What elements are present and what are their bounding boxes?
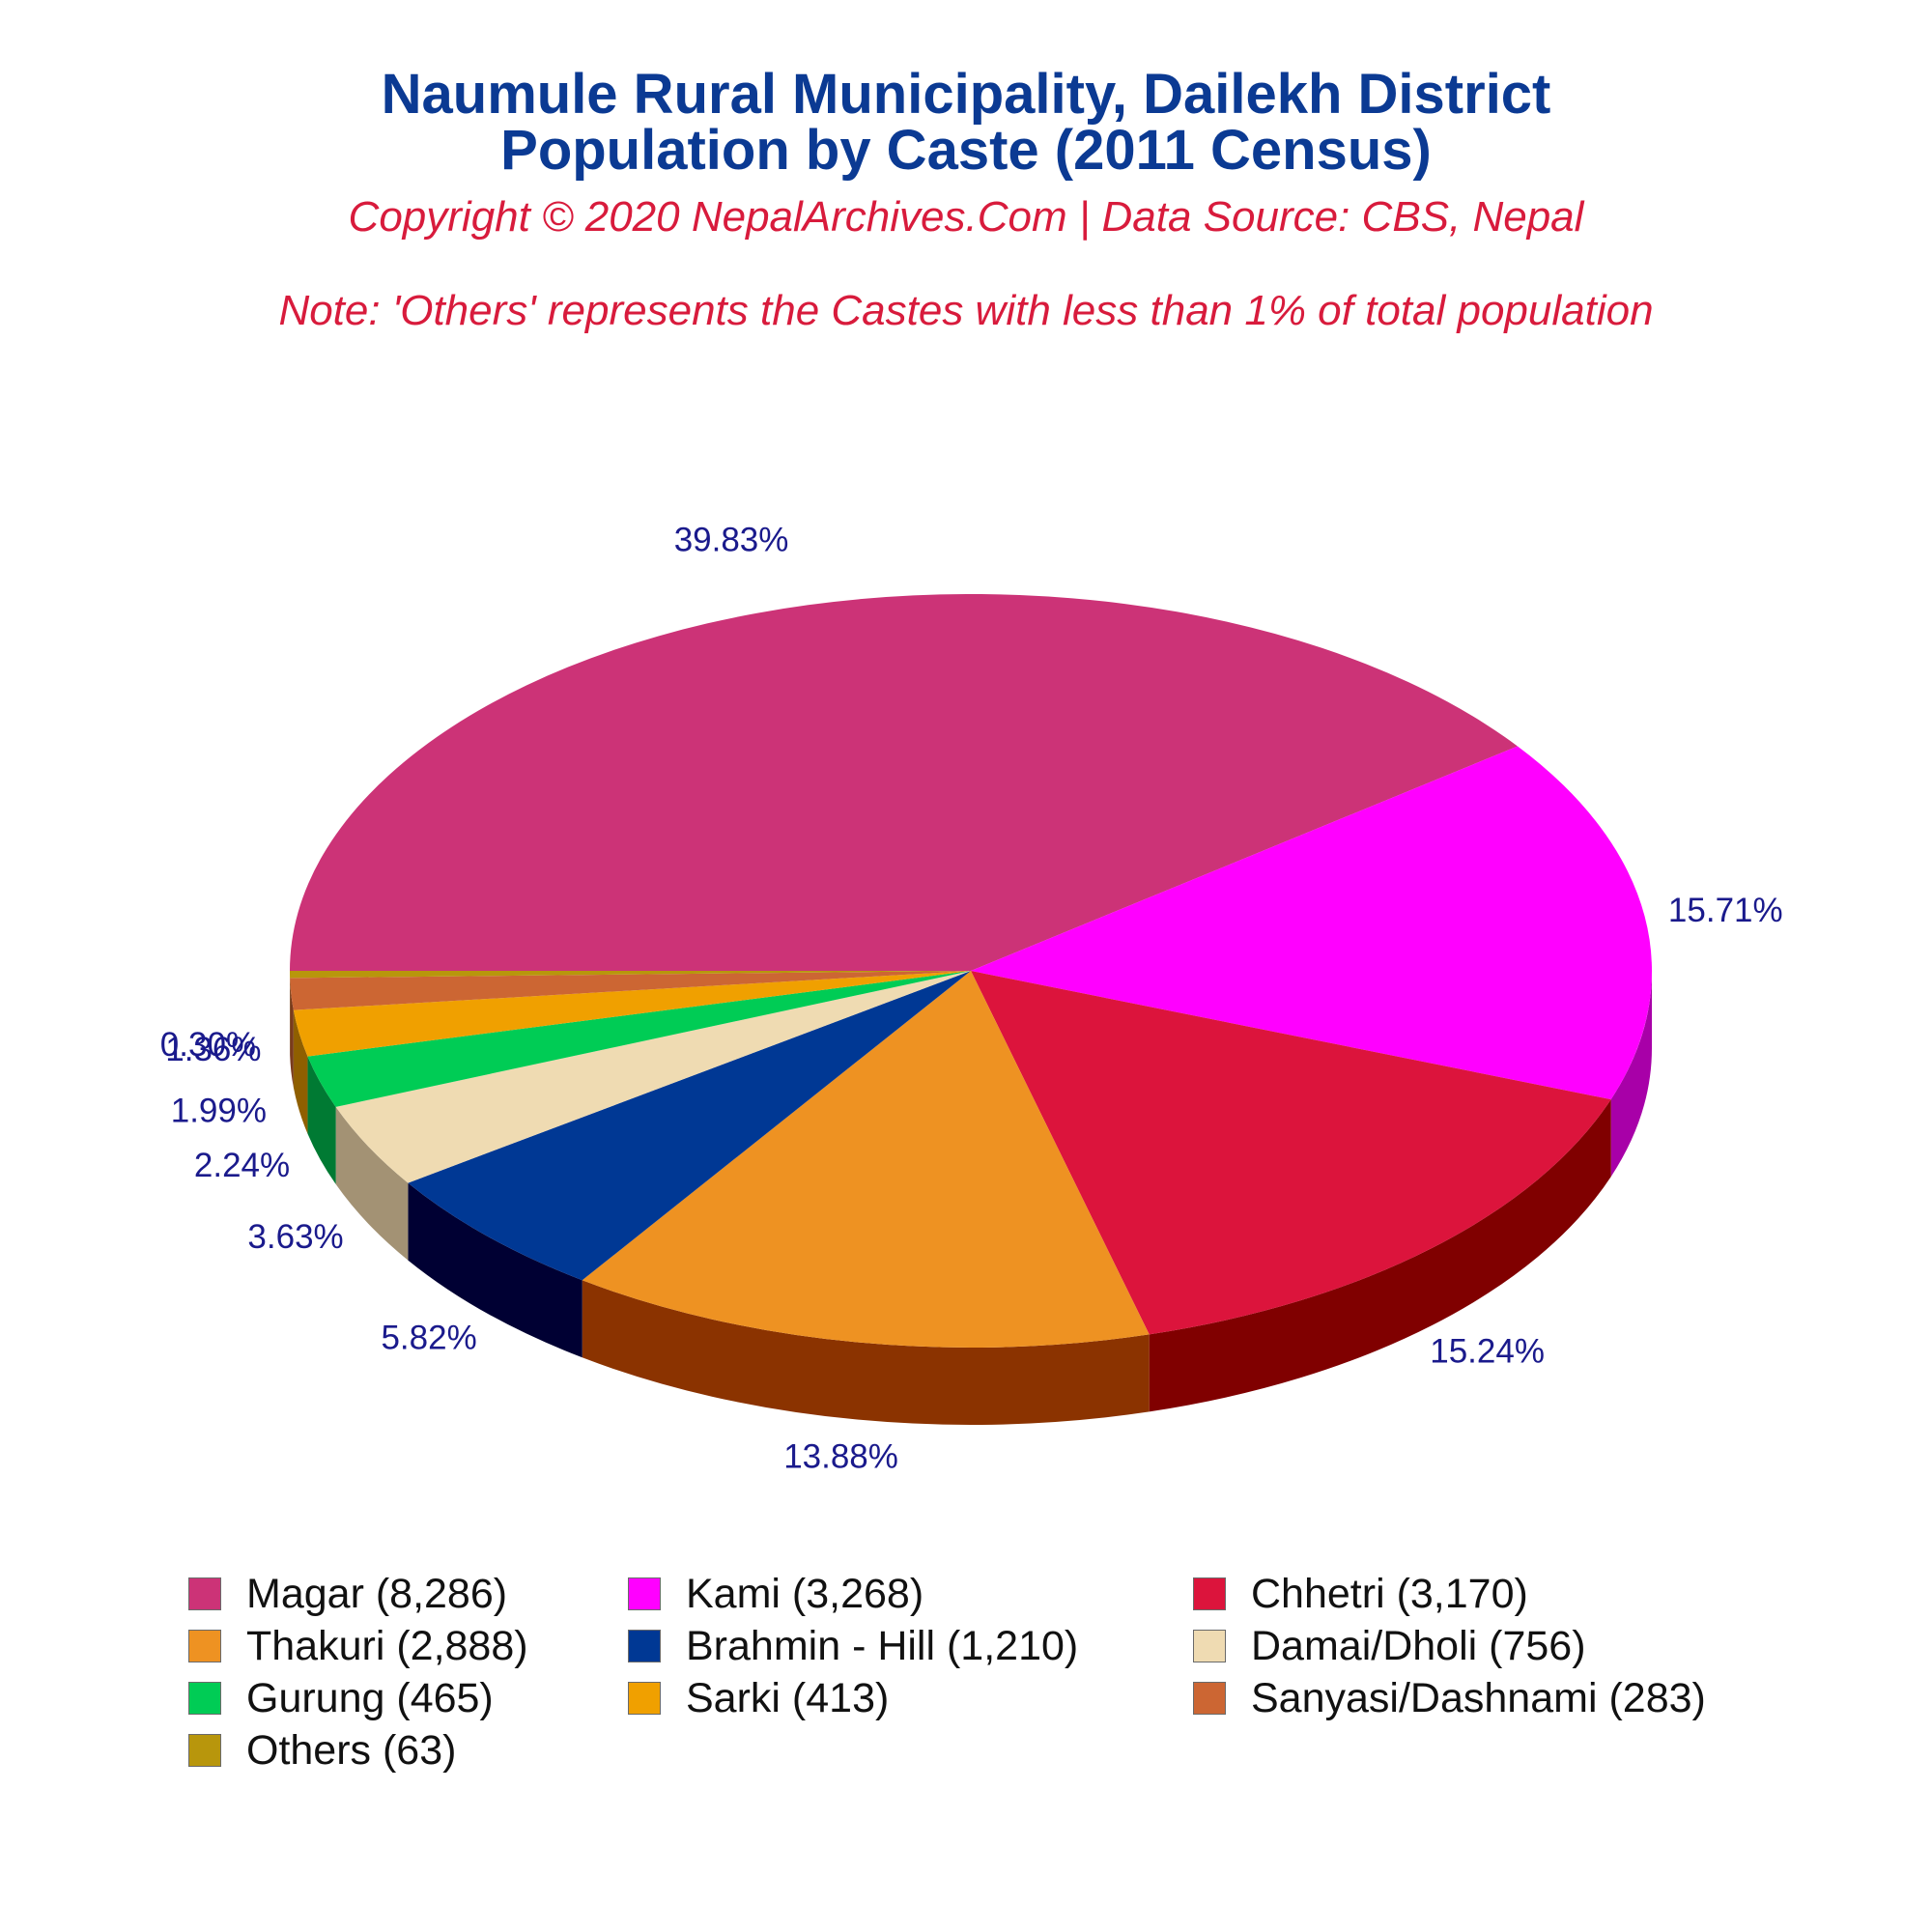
pie-label-others: 0.30% [160,1026,256,1064]
legend-swatch [188,1682,221,1715]
pie-side-chhetri [1149,1099,1611,1412]
legend-swatch [628,1682,661,1715]
pie-label-damai-dholi: 3.63% [247,1218,343,1256]
note-text: Note: 'Others' represents the Castes wit… [278,287,1654,334]
pie-label-chhetri: 15.24% [1430,1332,1545,1370]
pie-label-brahmin-hill: 5.82% [381,1319,476,1356]
pie-slice-sanyasi-dashnami [290,971,971,1010]
pie-label-thakuri: 13.88% [783,1437,898,1475]
pie-label-gurung: 2.24% [194,1147,290,1184]
pie-slice-kami [971,746,1652,1100]
legend-label: Sanyasi/Dashnami (283) [1251,1674,1706,1721]
legend-swatch [1193,1682,1226,1715]
legend-swatch [628,1630,661,1662]
legend-item-sanyasi-dashnami: Sanyasi/Dashnami (283) [1193,1674,1706,1722]
pie-slice-sarki [293,971,971,1057]
legend-label: Brahmin - Hill (1,210) [686,1622,1079,1669]
pie-slice-thakuri [582,971,1150,1349]
pie-side-thakuri [582,1280,1150,1426]
pie-slice-damai-dholi [335,971,971,1183]
legend-item-brahmin-hill: Brahmin - Hill (1,210) [628,1622,1078,1670]
pie-side-kami [1610,971,1652,1178]
legend-item-gurung: Gurung (465) [188,1674,494,1722]
pie-side-walls [290,971,1652,1426]
legend-label: Others (63) [246,1726,457,1774]
pie-side-brahmin-hill [408,1182,582,1358]
legend-item-chhetri: Chhetri (3,170) [1193,1570,1528,1618]
legend-swatch [188,1577,221,1610]
legend-item-magar: Magar (8,286) [188,1570,507,1618]
legend-label: Thakuri (2,888) [246,1622,528,1669]
chart-title-line-1: Naumule Rural Municipality, Dailekh Dist… [381,63,1551,126]
legend-item-sarki: Sarki (413) [628,1674,889,1722]
pie-label-magar: 39.83% [674,521,789,558]
legend-swatch [188,1630,221,1662]
pie-side-sanyasi-dashnami [290,978,294,1088]
copyright-text: Copyright © 2020 NepalArchives.Com | Dat… [348,193,1584,241]
chart-title-line-2: Population by Caste (2011 Census) [500,119,1432,182]
pie-slice-gurung [307,971,972,1107]
legend-item-kami: Kami (3,268) [628,1570,923,1618]
legend-swatch [628,1577,661,1610]
pie-slice-magar [290,594,1518,971]
legend-label: Chhetri (3,170) [1251,1570,1528,1617]
pie-side-gurung [307,1056,336,1184]
pie-label-sanyasi-dashnami: 1.36% [165,1031,261,1068]
legend-item-damai-dholi: Damai/Dholi (756) [1193,1622,1586,1670]
legend-label: Gurung (465) [246,1674,494,1721]
legend-label: Sarki (413) [686,1674,890,1721]
pie-slice-chhetri [971,971,1611,1335]
legend-swatch [188,1734,221,1767]
legend-item-others: Others (63) [188,1726,456,1775]
pie-slice-others [290,971,971,979]
legend-label: Magar (8,286) [246,1570,508,1617]
pie-percent-labels: 39.83% 15.71% 15.24% 13.88% 5.82% 3.63% 2.24% 1… [160,521,1783,1475]
legend-swatch [1193,1577,1226,1610]
legend-swatch [1193,1630,1226,1662]
legend-label: Damai/Dholi (756) [1251,1622,1586,1669]
pie-slice-brahmin-hill [408,971,971,1281]
pie-chart: 39.83% 15.71% 15.24% 13.88% 5.82% 3.63% 2.24% 1… [160,521,1783,1475]
pie-side-sarki [293,1009,308,1134]
pie-slices [290,594,1652,1349]
pie-label-sarki: 1.99% [171,1093,267,1130]
legend-label: Kami (3,268) [686,1570,924,1617]
pie-label-kami: 15.71% [1668,892,1783,929]
legend-item-thakuri: Thakuri (2,888) [188,1622,528,1670]
pie-side-damai-dholi [335,1106,409,1261]
